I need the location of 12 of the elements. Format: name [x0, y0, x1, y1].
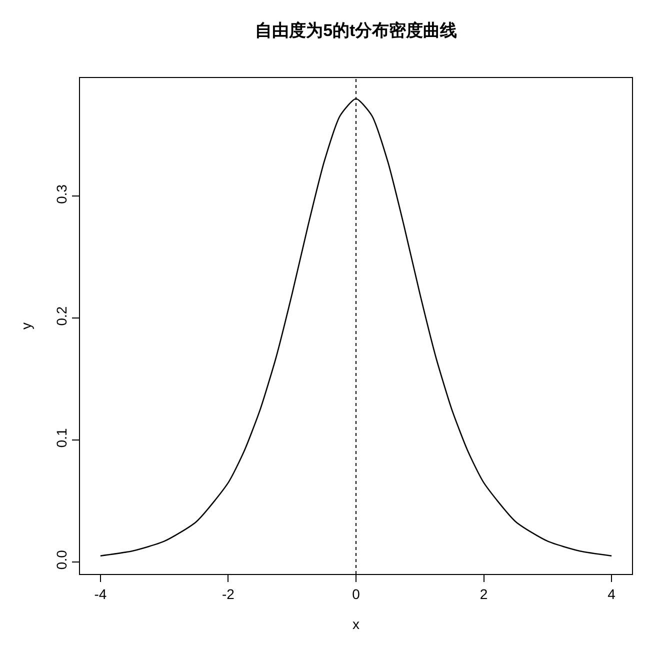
x-tick-label: -2 — [222, 586, 235, 602]
y-tick-label: 0.3 — [53, 184, 70, 204]
x-axis-title: x — [352, 616, 360, 632]
x-tick-label: -4 — [94, 586, 107, 602]
y-tick-label: 0.0 — [53, 550, 70, 570]
x-tick-label: 4 — [608, 586, 616, 602]
chart-title: 自由度为5的t分布密度曲线 — [255, 21, 458, 40]
y-axis-title: y — [18, 322, 34, 330]
y-tick-label: 0.2 — [53, 306, 70, 326]
y-tick-label: 0.1 — [53, 428, 70, 448]
x-tick-label: 0 — [352, 586, 360, 602]
x-tick-label: 2 — [480, 586, 488, 602]
